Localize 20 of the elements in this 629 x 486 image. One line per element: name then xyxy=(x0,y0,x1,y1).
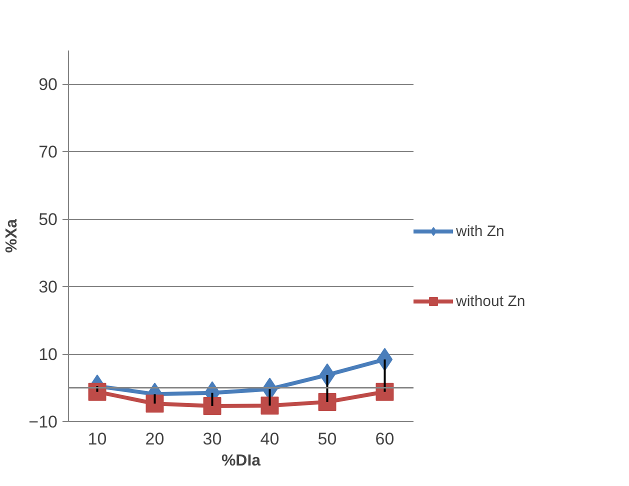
y-tick-label: −10 xyxy=(28,412,58,432)
point xyxy=(146,394,164,413)
y-axis-title: %Xa xyxy=(4,219,21,253)
point xyxy=(318,392,336,411)
x-tick-label: 40 xyxy=(260,430,280,448)
legend-label: with Zn xyxy=(456,222,504,240)
x-tick-label: 30 xyxy=(202,430,222,448)
x-tick-label: 50 xyxy=(318,430,337,448)
y-tick-label: 50 xyxy=(38,210,58,230)
x-tick-label: 20 xyxy=(145,430,164,448)
x-axis-title: %DIa xyxy=(221,452,261,470)
point xyxy=(260,396,279,415)
y-tick-label: 30 xyxy=(38,278,58,297)
y-tick-label: 10 xyxy=(38,345,58,364)
x-tick-label: 10 xyxy=(88,430,107,448)
point xyxy=(203,396,222,415)
x-tick-label: 60 xyxy=(375,430,394,448)
y-tick-label: 90 xyxy=(38,75,58,94)
y-tick-label: 70 xyxy=(38,142,58,162)
legend-label: without Zn xyxy=(456,292,526,310)
